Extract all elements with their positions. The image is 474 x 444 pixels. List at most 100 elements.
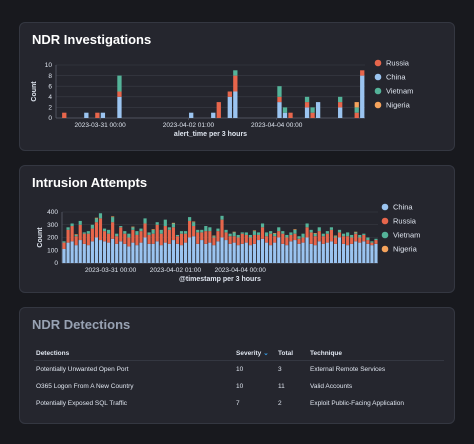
bar-russia: [147, 234, 151, 244]
bar-china: [277, 237, 281, 263]
bar-china: [277, 102, 282, 118]
bar-china: [325, 242, 329, 263]
legend-swatch-china: [374, 73, 382, 81]
legend-label-vietnam: Vietnam: [393, 231, 420, 240]
x-tick-label: 2023-04-04 00:00: [251, 122, 303, 129]
bar-china: [147, 243, 151, 263]
legend-label-china: China: [393, 203, 413, 212]
bar-russia: [305, 227, 309, 238]
bar-russia: [78, 224, 82, 241]
bar-russia: [354, 112, 359, 118]
bar-vietnam: [208, 227, 212, 232]
bar-china: [293, 240, 297, 263]
col-technique[interactable]: Technique: [308, 346, 444, 361]
bar-vietnam: [304, 96, 310, 103]
bar-russia: [212, 237, 216, 246]
y-axis-label: Count: [31, 81, 38, 102]
bar-vietnam: [350, 234, 354, 238]
bar-russia: [94, 222, 99, 238]
bar-china: [297, 243, 301, 263]
bar-china: [188, 237, 192, 263]
bar-vietnam: [313, 233, 317, 237]
bar-china: [102, 241, 107, 263]
bar-china: [289, 241, 293, 263]
col-total[interactable]: Total: [276, 346, 308, 361]
bar-russia: [244, 234, 248, 243]
bar-china: [155, 241, 159, 263]
bar-china: [200, 240, 204, 263]
ndr-investigations-title: NDR Investigations: [32, 32, 152, 47]
bar-vietnam: [265, 232, 269, 237]
x-tick-label: 2023-04-04 00:00: [215, 267, 267, 274]
col-severity[interactable]: Severity ⌄: [234, 346, 276, 361]
bar-vietnam: [163, 219, 167, 227]
bar-china: [70, 241, 74, 263]
bar-vietnam: [86, 231, 90, 234]
bar-nigeria: [333, 235, 338, 237]
bar-china: [317, 241, 321, 263]
bar-russia: [131, 229, 135, 243]
sort-desc-icon[interactable]: ⌄: [263, 350, 269, 357]
bar-vietnam: [102, 228, 107, 232]
bar-vietnam: [309, 229, 313, 233]
bar-russia: [216, 231, 220, 242]
legend-swatch-russia: [381, 217, 389, 225]
bar-vietnam: [354, 107, 359, 113]
bar-china: [119, 241, 123, 263]
bar-china: [228, 243, 232, 263]
bar-nigeria: [131, 226, 135, 228]
bar-vietnam: [62, 241, 66, 243]
bar-russia: [167, 229, 171, 244]
cell-severity: 7: [236, 400, 240, 407]
bar-vietnam: [293, 229, 297, 234]
bar-nigeria: [232, 231, 236, 233]
y-tick-label: 6: [48, 83, 52, 90]
bar-china: [111, 238, 115, 263]
bar-vietnam: [183, 231, 188, 234]
bar-vietnam: [317, 227, 321, 232]
bar-russia: [66, 229, 70, 243]
table-row[interactable]: Potentially Exposed SQL Traffic 7 2 Expl…: [34, 395, 444, 412]
bar-vietnam: [240, 232, 244, 234]
bar-china: [151, 243, 155, 263]
table-row[interactable]: Potentially Unwanted Open Port 10 3 Exte…: [34, 361, 444, 379]
col-detections[interactable]: Detections: [34, 346, 234, 361]
bar-vietnam: [297, 236, 301, 239]
bar-vietnam: [200, 229, 204, 233]
bar-china: [232, 242, 236, 263]
bar-nigeria: [171, 222, 175, 224]
bar-nigeria: [293, 229, 297, 230]
bar-vietnam: [151, 229, 155, 234]
bar-china: [171, 240, 175, 263]
bar-vietnam: [74, 234, 78, 237]
bar-russia: [346, 236, 350, 246]
bar-china: [309, 243, 313, 263]
intrusion-attempts-panel: Intrusion Attempts 0 100 200 300 400 2023-03-…: [19, 165, 455, 293]
bar-china: [216, 241, 220, 263]
bar-russia: [277, 96, 282, 103]
y-axis-label: Count: [37, 227, 44, 248]
table-row[interactable]: O365 Logon From A New Country 10 11 Vali…: [34, 378, 444, 395]
bar-russia: [301, 237, 305, 243]
bar-china: [360, 75, 365, 118]
bar-russia: [362, 234, 366, 242]
bar-vietnam: [167, 227, 171, 230]
y-tick-label: 400: [47, 209, 58, 216]
bar-russia: [265, 236, 269, 243]
bar-china: [131, 242, 135, 263]
y-tick-label: 0: [54, 260, 58, 267]
bar-vietnam: [115, 233, 119, 237]
bar-russia: [127, 237, 131, 247]
bar-vietnam: [82, 232, 86, 234]
bar-nigeria: [273, 233, 277, 234]
bar-vietnam: [117, 75, 122, 92]
bar-russia: [62, 112, 67, 118]
cell-severity: 10: [236, 383, 244, 390]
bar-china: [354, 241, 358, 263]
bar-vietnam: [228, 233, 232, 237]
bar-russia: [95, 112, 100, 118]
legend-label-russia: Russia: [386, 59, 410, 68]
bar-nigeria: [212, 235, 216, 237]
intrusion-attempts-chart: 0 100 200 300 400 2023-03-31 00:00 2023-04-02 …: [37, 203, 420, 283]
bar-vietnam: [107, 229, 111, 234]
